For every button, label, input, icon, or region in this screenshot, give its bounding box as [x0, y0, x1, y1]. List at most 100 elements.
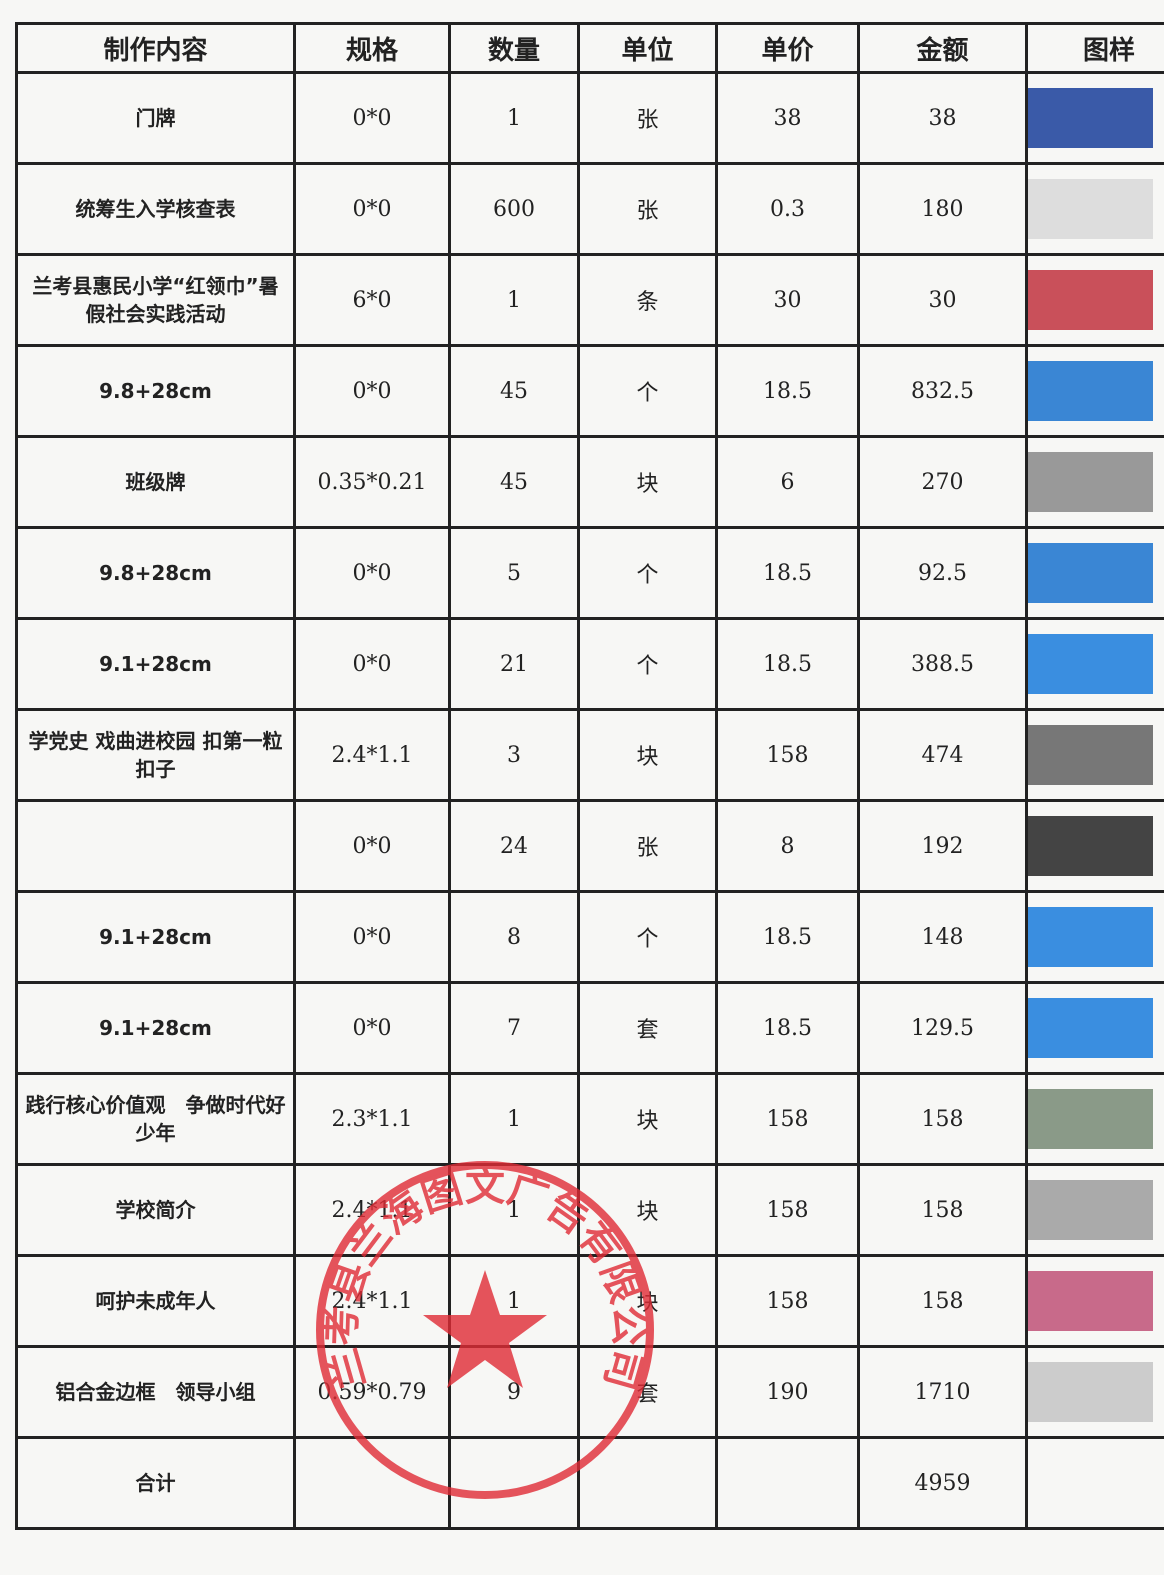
cell-spec: 0*0: [293, 890, 451, 984]
cell-price: 0.3: [715, 162, 860, 256]
cell-unit: 块: [577, 1072, 718, 1166]
cell-amount: 129.5: [857, 981, 1028, 1075]
cell-qty: 1: [448, 1072, 580, 1166]
sample-image: [1029, 634, 1153, 694]
cell-price: 38: [715, 71, 860, 165]
cell-name: 9.8+28cm: [15, 526, 296, 620]
cell-spec: 6*0: [293, 253, 451, 347]
cell-amount: 38: [857, 71, 1028, 165]
cell-unit: 块: [577, 1163, 718, 1257]
cell-spec: 0*0: [293, 344, 451, 438]
cell-image: [1025, 526, 1164, 620]
cell-image: [1025, 1345, 1164, 1439]
column-header: 制作内容: [15, 22, 296, 74]
cell-price: 6: [715, 435, 860, 529]
sample-image: [1029, 1362, 1153, 1422]
cell-unit: 个: [577, 890, 718, 984]
cell-image: [1025, 253, 1164, 347]
cell-amount: 270: [857, 435, 1028, 529]
cell-name: 9.1+28cm: [15, 981, 296, 1075]
sample-image: [1029, 816, 1153, 876]
cell-price: 18.5: [715, 344, 860, 438]
cell-price: 158: [715, 1163, 860, 1257]
cell-name: 9.1+28cm: [15, 890, 296, 984]
table-row: 9.8+28cm 0*0 5 个 18.5 92.5: [15, 526, 1164, 620]
sample-image: [1029, 1089, 1153, 1149]
cell-spec: 0*0: [293, 799, 451, 893]
cell-name: 学校简介: [15, 1163, 296, 1257]
cell-spec: 0.59*0.79: [293, 1345, 451, 1439]
cell-price: 18.5: [715, 981, 860, 1075]
cell-unit: 套: [577, 1345, 718, 1439]
cell-qty: 1: [448, 253, 580, 347]
cell-unit: 条: [577, 253, 718, 347]
cell-unit: 张: [577, 799, 718, 893]
table-body: 门牌 0*0 1 张 38 38 统筹生入学核查表 0*0 600 张 0.3 180 兰考县惠民小学“…: [15, 71, 1164, 1530]
sample-image: [1029, 179, 1153, 239]
cell-qty: 1: [448, 1254, 580, 1348]
cell-qty: 3: [448, 708, 580, 802]
cell-price: 18.5: [715, 890, 860, 984]
table-row: 践行核心价值观 争做时代好少年 2.3*1.1 1 块 158 158: [15, 1072, 1164, 1166]
cell-unit: 张: [577, 71, 718, 165]
cell-amount: 1710: [857, 1345, 1028, 1439]
table-row: 呵护未成年人 2.4*1.1 1 块 158 158: [15, 1254, 1164, 1348]
cell-unit: 个: [577, 526, 718, 620]
table-row: 门牌 0*0 1 张 38 38: [15, 71, 1164, 165]
cell-image: [1025, 435, 1164, 529]
sample-image: [1029, 88, 1153, 148]
cell-unit: 块: [577, 1254, 718, 1348]
table-row: 兰考县惠民小学“红领巾”暑假社会实践活动 6*0 1 条 30 30: [15, 253, 1164, 347]
cell-spec: 0*0: [293, 71, 451, 165]
table-row: 0*0 24 张 8 192: [15, 799, 1164, 893]
column-header: 图样: [1025, 22, 1164, 74]
cell-qty: 600: [448, 162, 580, 256]
cell-name: 门牌: [15, 71, 296, 165]
column-header: 单位: [577, 22, 718, 74]
cell-amount: 30: [857, 253, 1028, 347]
cell-spec: 2.4*1.1: [293, 708, 451, 802]
table-row: 9.1+28cm 0*0 21 个 18.5 388.5: [15, 617, 1164, 711]
cell-amount: 192: [857, 799, 1028, 893]
table-row: 9.8+28cm 0*0 45 个 18.5 832.5: [15, 344, 1164, 438]
sample-image: [1029, 452, 1153, 512]
header-row: 制作内容 规格 数量 单位 单价 金额 图样: [15, 22, 1164, 74]
cell-price: [715, 1436, 860, 1530]
cell-amount: 158: [857, 1072, 1028, 1166]
cell-image: [1025, 799, 1164, 893]
cell-name: 践行核心价值观 争做时代好少年: [15, 1072, 296, 1166]
cell-amount: 158: [857, 1163, 1028, 1257]
cell-qty: 24: [448, 799, 580, 893]
cell-name: 9.1+28cm: [15, 617, 296, 711]
cell-amount: 180: [857, 162, 1028, 256]
sample-image: [1029, 543, 1153, 603]
cell-image: [1025, 981, 1164, 1075]
cell-image: [1025, 617, 1164, 711]
cell-spec: 2.4*1.1: [293, 1254, 451, 1348]
cell-price: 30: [715, 253, 860, 347]
cell-spec: 2.3*1.1: [293, 1072, 451, 1166]
sample-image: [1029, 270, 1153, 330]
sample-image: [1029, 1271, 1153, 1331]
table-row: 9.1+28cm 0*0 8 个 18.5 148: [15, 890, 1164, 984]
cell-qty: 5: [448, 526, 580, 620]
cell-image: [1025, 344, 1164, 438]
sample-image: [1029, 1180, 1153, 1240]
cell-qty: 1: [448, 71, 580, 165]
cell-price: 18.5: [715, 617, 860, 711]
cell-qty: 45: [448, 435, 580, 529]
column-header: 金额: [857, 22, 1028, 74]
cell-qty: 9: [448, 1345, 580, 1439]
cell-name: 班级牌: [15, 435, 296, 529]
cell-amount: 148: [857, 890, 1028, 984]
table-row: 9.1+28cm 0*0 7 套 18.5 129.5: [15, 981, 1164, 1075]
cell-qty: [448, 1436, 580, 1530]
table-row: 学校简介 2.4*1.1 1 块 158 158: [15, 1163, 1164, 1257]
sample-image: [1029, 361, 1153, 421]
cell-amount: 4959: [857, 1436, 1028, 1530]
cell-name: 兰考县惠民小学“红领巾”暑假社会实践活动: [15, 253, 296, 347]
cell-unit: 张: [577, 162, 718, 256]
cell-qty: 8: [448, 890, 580, 984]
cell-spec: 2.4*1.1: [293, 1163, 451, 1257]
